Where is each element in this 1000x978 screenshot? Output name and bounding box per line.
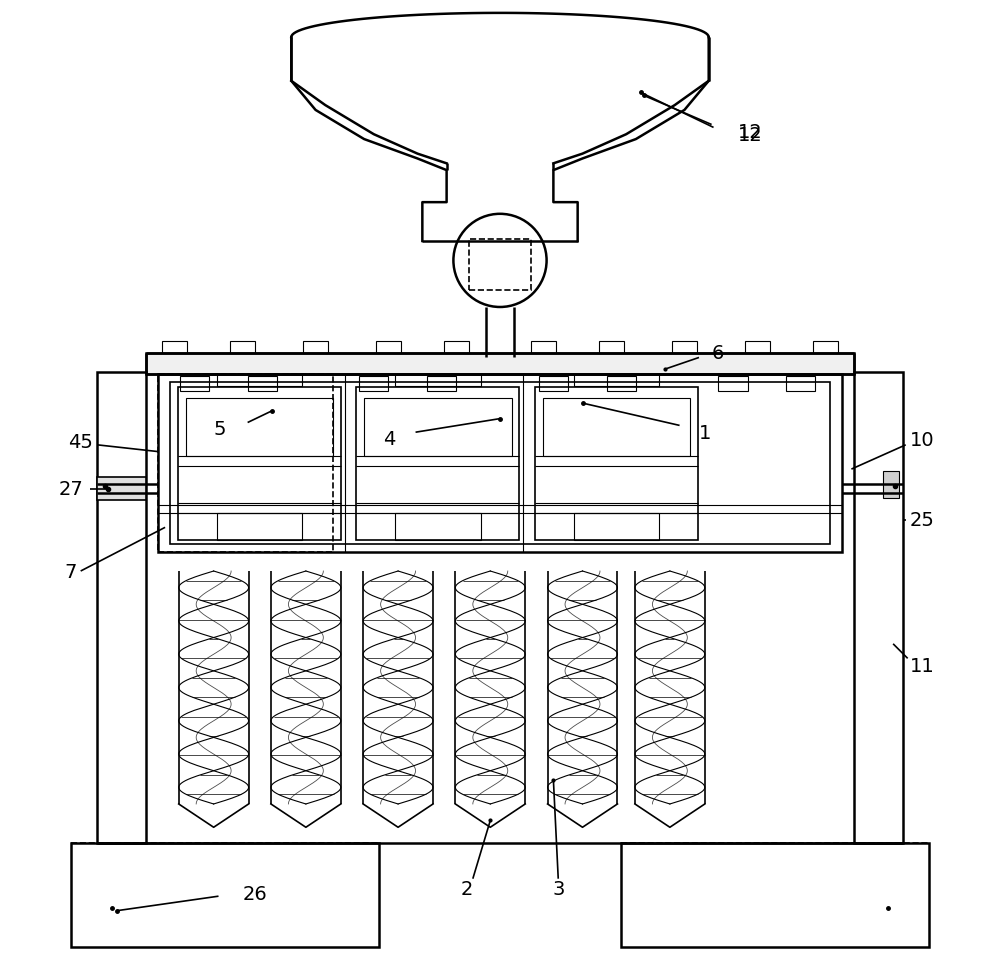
Bar [543, 399, 690, 457]
Bar [574, 375, 659, 386]
Bar [158, 375, 333, 552]
Bar [356, 387, 519, 541]
Bar [621, 843, 929, 947]
Bar [395, 513, 481, 541]
Bar [854, 373, 903, 843]
Bar [607, 377, 636, 392]
Text: 1: 1 [699, 423, 711, 442]
Text: 45: 45 [68, 433, 93, 452]
Text: 27: 27 [59, 479, 83, 499]
Bar [359, 377, 388, 392]
Bar [531, 341, 556, 353]
Bar [883, 471, 899, 499]
Text: 2: 2 [461, 879, 473, 898]
Bar [786, 377, 815, 392]
Text: 12: 12 [738, 125, 763, 145]
Bar [170, 382, 830, 545]
Bar [146, 353, 854, 375]
Text: 26: 26 [243, 884, 268, 903]
Text: 25: 25 [910, 511, 935, 529]
Bar [599, 341, 624, 353]
Bar [217, 513, 302, 541]
Bar [574, 513, 659, 541]
Bar [813, 341, 838, 353]
Text: 10: 10 [910, 431, 935, 450]
Bar [672, 341, 697, 353]
Bar [162, 341, 187, 353]
Bar [395, 375, 481, 386]
Bar [217, 375, 302, 386]
Bar [376, 341, 401, 353]
Bar [539, 377, 568, 392]
Bar [718, 377, 748, 392]
Text: 11: 11 [910, 656, 935, 675]
Bar [427, 377, 456, 392]
Text: 12: 12 [738, 122, 763, 142]
Bar [158, 375, 842, 552]
Text: 5: 5 [214, 420, 226, 438]
Bar [178, 387, 341, 541]
Bar [97, 373, 146, 843]
Bar [248, 377, 277, 392]
Text: 4: 4 [383, 429, 395, 448]
Bar [97, 477, 146, 501]
Bar [230, 341, 255, 353]
Bar [303, 341, 328, 353]
Bar [745, 341, 770, 353]
Bar [469, 240, 531, 290]
Bar [444, 341, 469, 353]
Bar [180, 377, 209, 392]
Text: 6: 6 [712, 343, 724, 363]
Bar [71, 843, 379, 947]
Bar [186, 399, 333, 457]
Bar [364, 399, 512, 457]
Text: 7: 7 [65, 562, 77, 581]
Text: 3: 3 [552, 879, 564, 898]
Bar [535, 387, 698, 541]
